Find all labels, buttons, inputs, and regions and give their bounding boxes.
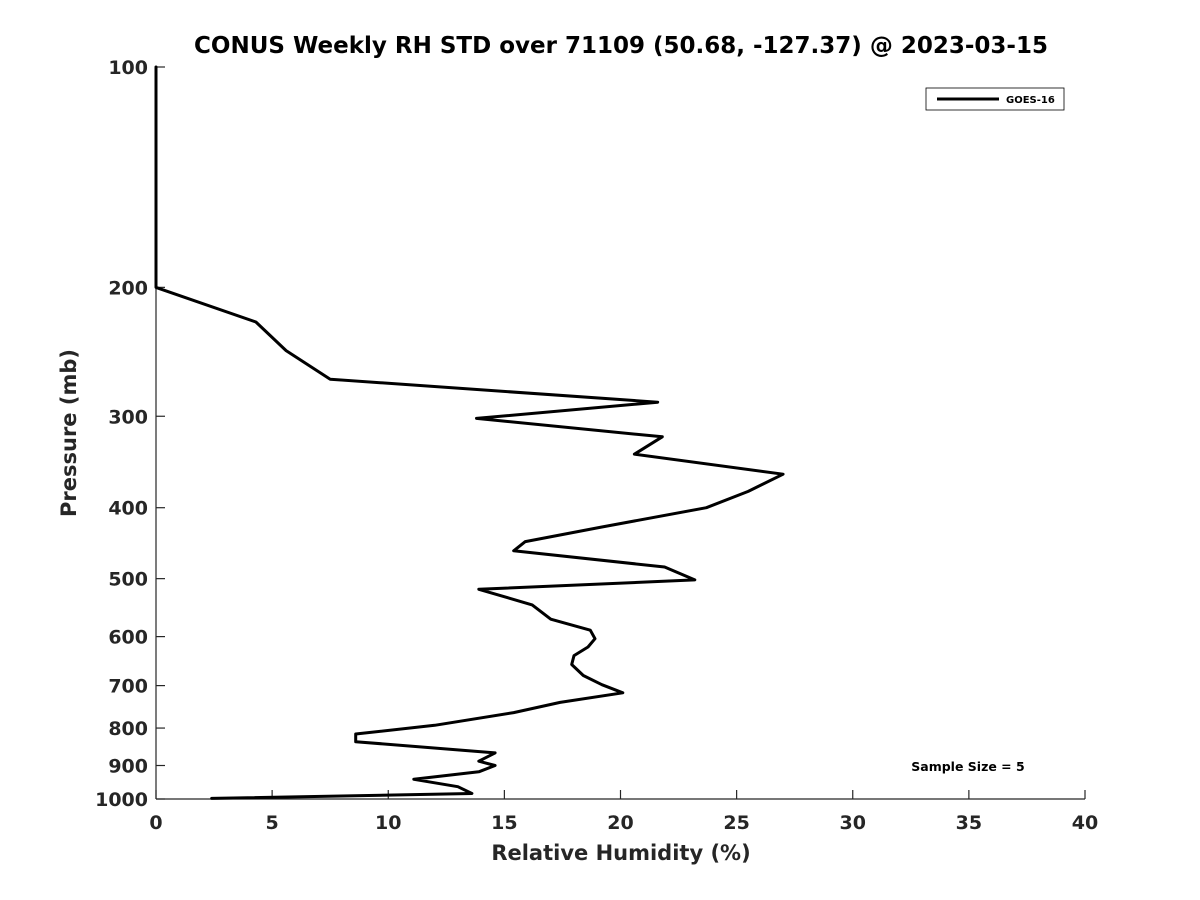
legend-label-goes-16: GOES-16 xyxy=(1006,95,1055,106)
y-tick-label: 200 xyxy=(108,277,148,299)
sample-size-annotation: Sample Size = 5 xyxy=(911,759,1024,774)
x-tick-label: 5 xyxy=(266,812,279,834)
y-tick-label: 900 xyxy=(108,756,148,778)
x-tick-label: 10 xyxy=(375,812,401,834)
y-tick-label: 800 xyxy=(108,718,148,740)
y-tick-label: 1000 xyxy=(95,789,148,811)
y-tick-label: 500 xyxy=(108,569,148,591)
y-tick-label: 300 xyxy=(108,406,148,428)
y-tick-label: 700 xyxy=(108,676,148,698)
x-tick-label: 15 xyxy=(491,812,517,834)
chart-title: CONUS Weekly RH STD over 71109 (50.68, -… xyxy=(194,33,1048,59)
y-axis-label: Pressure (mb) xyxy=(57,349,81,517)
y-tick-label: 600 xyxy=(108,627,148,649)
x-axis-label: Relative Humidity (%) xyxy=(491,841,750,865)
x-tick-label: 35 xyxy=(956,812,982,834)
series-line-goes-16 xyxy=(154,65,785,800)
y-axis-ticks: 100 200 300 400 500 600 700 800 900 1000 xyxy=(95,57,165,811)
y-tick-label: 100 xyxy=(108,57,148,79)
x-tick-label: 25 xyxy=(723,812,749,834)
x-tick-label: 0 xyxy=(149,812,162,834)
x-tick-label: 20 xyxy=(607,812,633,834)
y-tick-label: 400 xyxy=(108,498,148,520)
x-tick-label: 40 xyxy=(1072,812,1098,834)
plot-area xyxy=(154,65,785,800)
legend: GOES-16 xyxy=(925,87,1065,111)
x-tick-label: 30 xyxy=(840,812,866,834)
x-axis-ticks: 0 5 10 15 20 25 30 35 40 xyxy=(149,790,1098,834)
